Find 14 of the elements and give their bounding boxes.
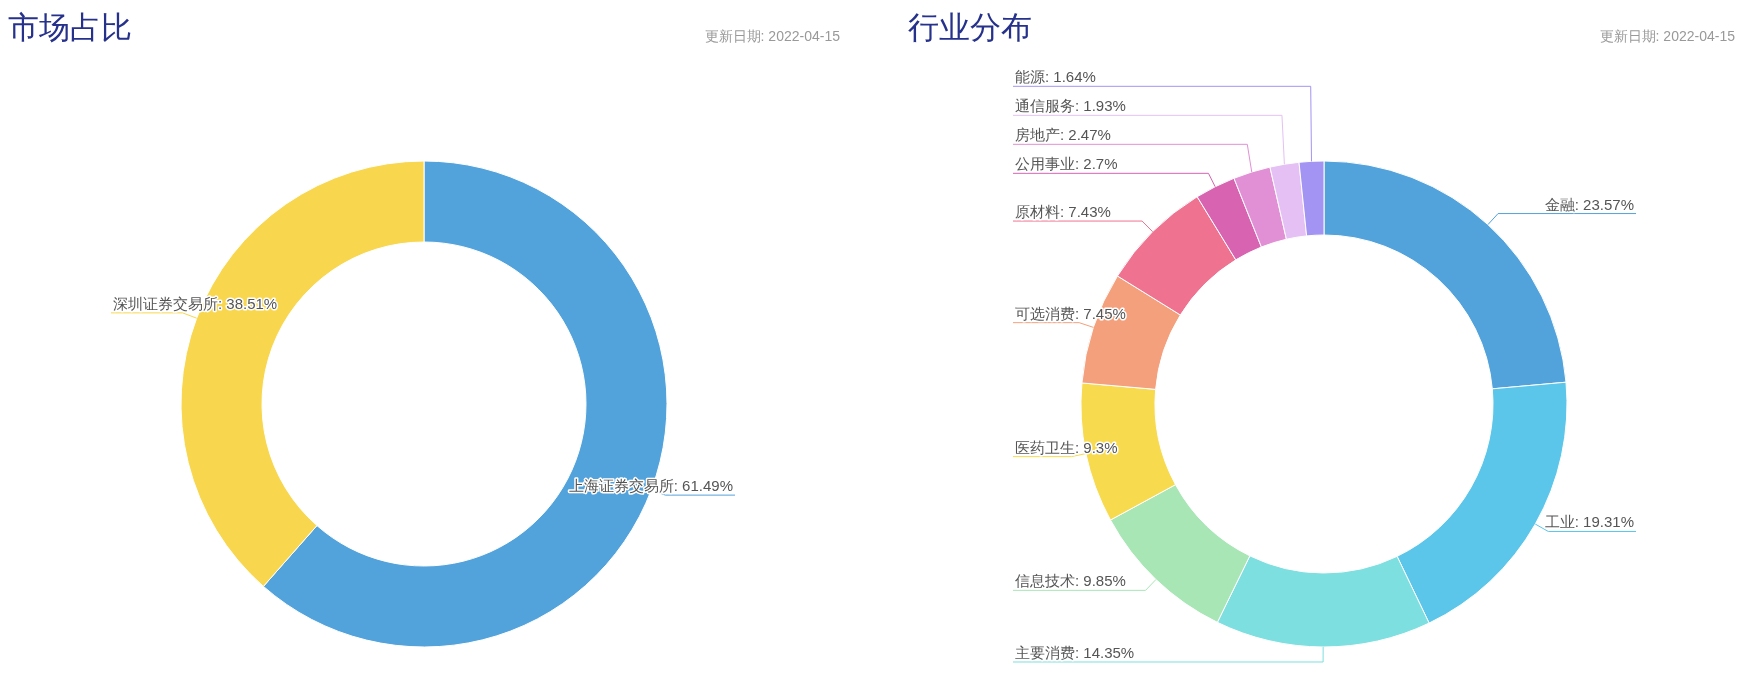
slice-label: 主要消费: 14.35% xyxy=(1015,644,1135,661)
slice-label: 深圳证券交易所: 38.51% xyxy=(113,294,278,312)
text: 更新日期: 2022-04-15 xyxy=(704,28,841,44)
chart-title: 行业分布 xyxy=(908,10,1032,45)
slice-label: 公用事业: 2.7% xyxy=(1015,155,1118,173)
text: 更新日期: 2022-04-15 xyxy=(1599,28,1736,44)
slice-label: 通信服务: 1.93% xyxy=(1015,97,1126,115)
slice-label: 房地产: 2.47% xyxy=(1015,126,1111,144)
slice-label: 信息技术: 9.85% xyxy=(1015,572,1126,590)
slice-label: 能源: 1.64% xyxy=(1015,68,1096,86)
slice-label: 工业: 19.31% xyxy=(1544,513,1634,531)
slice-label: 原材料: 7.43% xyxy=(1015,203,1111,221)
slice-label: 金融: 23.57% xyxy=(1544,195,1634,213)
chart-title: 市场占比 xyxy=(8,10,132,45)
